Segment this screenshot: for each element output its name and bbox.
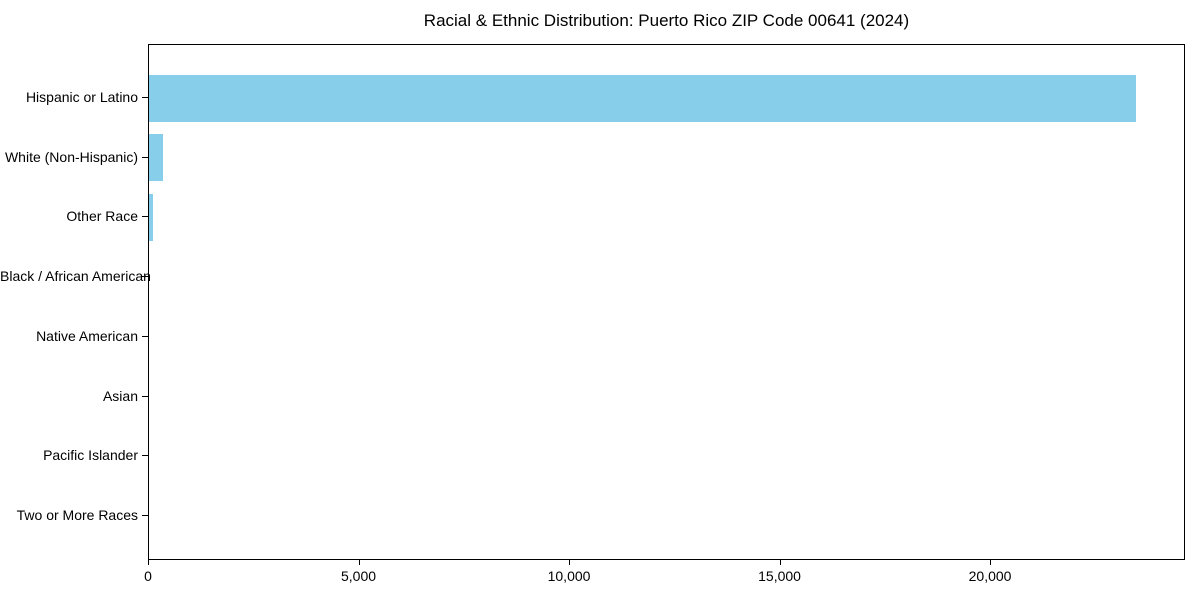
y-tick-mark [142, 455, 148, 457]
y-tick-label: Hispanic or Latino [25, 89, 138, 105]
y-tick-mark [142, 395, 148, 397]
bar-hispanic-or-latino [149, 74, 1137, 122]
y-tick-label: White (Non-Hispanic) [4, 148, 138, 165]
x-tick-label: 10,000 [547, 568, 591, 584]
x-tick-mark [359, 560, 360, 565]
x-tick-mark [780, 560, 781, 565]
bar-white-non-hispanic [149, 134, 163, 182]
bar-other-race [149, 193, 153, 241]
x-tick-label: 5,000 [340, 568, 377, 584]
plot-area [148, 44, 1185, 560]
y-tick-mark [142, 276, 148, 278]
y-tick-label: Two or More Races [16, 506, 138, 523]
x-tick-label: 15,000 [758, 568, 801, 584]
x-tick-label: 0 [144, 568, 152, 584]
y-tick-mark [142, 514, 148, 516]
y-tick-mark [142, 156, 148, 158]
y-tick-label: Pacific Islander [43, 447, 138, 464]
x-tick-label: 20,000 [968, 568, 1012, 584]
y-tick-label: Black / African American [0, 268, 151, 285]
x-tick-mark [148, 560, 149, 565]
y-tick-label: Native American [36, 327, 138, 344]
y-tick-label: Asian [102, 387, 138, 404]
x-tick-mark [990, 560, 991, 565]
x-tick-mark [569, 560, 570, 565]
y-tick-mark [142, 216, 148, 218]
chart-title: Racial & Ethnic Distribution: Puerto Ric… [423, 11, 910, 30]
y-tick-mark [142, 97, 148, 98]
y-tick-mark [142, 335, 148, 337]
y-tick-label: Other Race [66, 208, 138, 225]
